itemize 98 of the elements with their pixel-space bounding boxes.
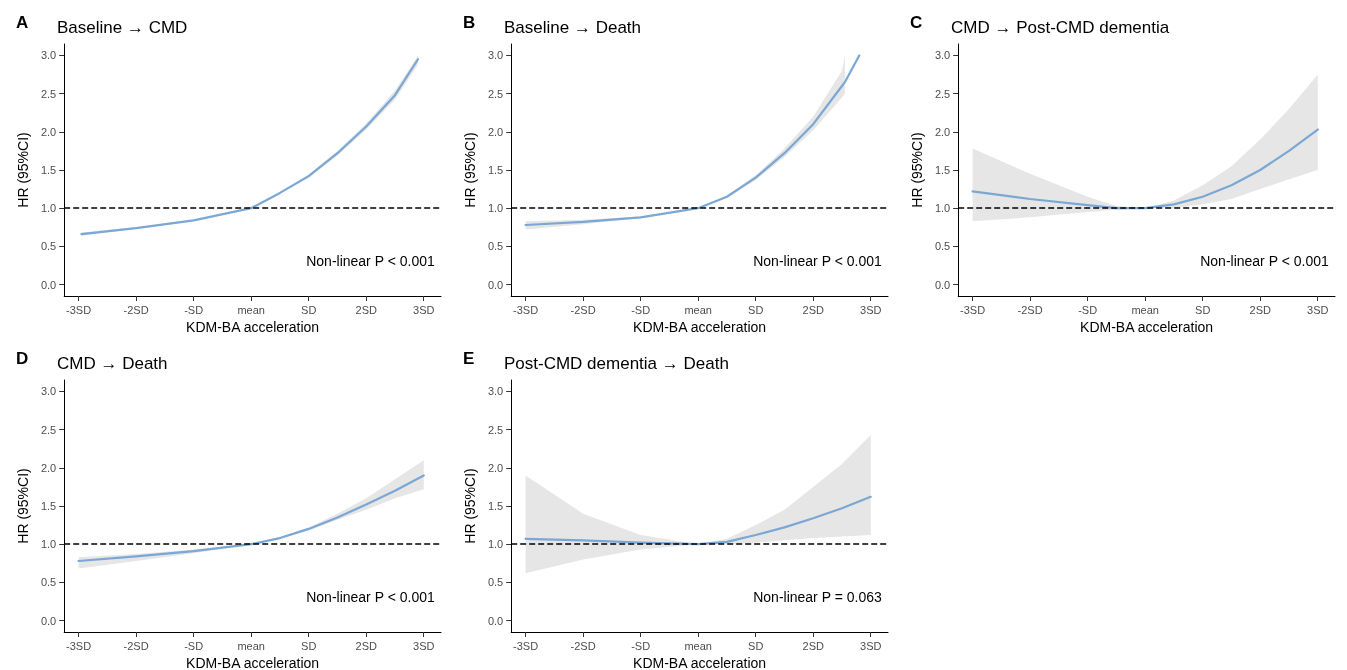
chart-title: CMD → Post-CMD dementia	[951, 18, 1170, 37]
line-series	[77, 474, 425, 563]
y-tick-label: 1.5	[487, 164, 504, 176]
x-tick-label: SD	[1195, 303, 1211, 316]
y-tick-label: 1.0	[40, 202, 57, 215]
x-tick-label: 3SD	[860, 303, 882, 316]
x-tick-label: mean	[237, 303, 265, 316]
x-axis-title: KDM-BA acceleration	[1080, 319, 1214, 335]
x-tick-label: 3SD	[413, 639, 435, 652]
x-tick-label: SD	[748, 303, 764, 316]
x-tick-label: -3SD	[513, 303, 539, 316]
y-tick-label: 1.5	[487, 500, 504, 512]
y-tick-label: 2.0	[934, 125, 951, 138]
y-tick-label: 1.0	[487, 202, 504, 215]
text: D	[16, 349, 29, 368]
y-tick-label: 1.5	[40, 500, 57, 512]
y-tick-label: 0.5	[40, 576, 57, 589]
line-series	[524, 495, 872, 546]
x-tick-label: 3SD	[413, 303, 435, 316]
y-tick-label: 1.0	[40, 538, 57, 551]
y-axis-title: HR (95%CI)	[462, 132, 478, 208]
x-tick-label: SD	[301, 639, 317, 652]
chart-title: CMD → Death	[57, 354, 168, 373]
y-tick-label: 3.0	[487, 49, 504, 62]
x-tick-label: -3SD	[66, 639, 92, 652]
y-tick-label: 0.0	[487, 278, 504, 291]
y-tick-label: 2.0	[487, 125, 504, 138]
text: B	[463, 13, 476, 32]
x-tick-label: 3SD	[1307, 303, 1329, 316]
x-tick-label: -2SD	[570, 639, 596, 652]
y-tick-label: 0.0	[40, 614, 57, 627]
x-tick-label: -3SD	[960, 303, 986, 316]
x-tick-label: 2SD	[802, 639, 824, 652]
y-tick-label: 1.5	[934, 164, 951, 176]
y-tick-label: 0.5	[40, 240, 57, 253]
y-tick-label: 3.0	[40, 385, 57, 398]
y-tick-label: 0.5	[487, 240, 504, 253]
x-tick-label: -3SD	[513, 639, 539, 652]
y-axis-title: HR (95%CI)	[15, 468, 31, 544]
y-tick-label: 0.0	[934, 278, 951, 291]
annotation: Non-linear P = 0.063	[753, 589, 882, 605]
x-tick-label: 2SD	[1249, 303, 1271, 316]
x-tick-label: SD	[301, 303, 317, 316]
x-tick-label: -SD	[631, 639, 651, 652]
x-tick-label: 2SD	[355, 639, 377, 652]
y-tick-label: 2.0	[487, 461, 504, 474]
x-tick-label: mean	[684, 303, 712, 316]
y-tick-label: 0.0	[487, 614, 504, 627]
y-tick-label: 2.5	[934, 87, 951, 100]
y-tick-label: 0.5	[934, 240, 951, 253]
y-tick-label: 3.0	[40, 49, 57, 62]
y-tick-label: 2.5	[40, 423, 57, 436]
x-axis-title: KDM-BA acceleration	[186, 655, 320, 670]
y-tick-label: 2.5	[487, 423, 504, 436]
x-tick-label: SD	[748, 639, 764, 652]
line-series	[971, 128, 1319, 210]
x-tick-label: 3SD	[860, 639, 882, 652]
y-tick-label: 0.5	[487, 576, 504, 589]
annotation: Non-linear P < 0.001	[306, 253, 435, 269]
annotation: Non-linear P < 0.001	[1200, 253, 1329, 269]
x-tick-label: -3SD	[66, 303, 92, 316]
y-tick-label: 3.0	[487, 385, 504, 398]
x-tick-label: mean	[684, 639, 712, 652]
y-tick-label: 1.0	[487, 538, 504, 551]
x-tick-label: -SD	[631, 303, 651, 316]
annotation: Non-linear P < 0.001	[753, 253, 882, 269]
x-tick-label: -SD	[184, 639, 204, 652]
x-tick-label: -2SD	[123, 639, 149, 652]
y-tick-label: 1.5	[40, 164, 57, 176]
x-tick-label: -2SD	[123, 303, 149, 316]
y-axis-title: HR (95%CI)	[15, 132, 31, 208]
y-tick-label: 2.5	[40, 87, 57, 100]
x-tick-label: mean	[1131, 303, 1159, 316]
y-axis-title: HR (95%CI)	[462, 468, 478, 544]
y-tick-label: 2.5	[487, 87, 504, 100]
x-tick-label: 2SD	[355, 303, 377, 316]
text: C	[910, 13, 923, 32]
x-tick-label: -2SD	[1017, 303, 1043, 316]
x-axis-title: KDM-BA acceleration	[633, 319, 767, 335]
x-axis-title: KDM-BA acceleration	[633, 655, 767, 670]
x-tick-label: mean	[237, 639, 265, 652]
y-tick-label: 2.0	[40, 461, 57, 474]
x-tick-label: -SD	[1078, 303, 1098, 316]
chart-title: Baseline → Death	[504, 18, 642, 37]
chart-title: Baseline → CMD	[57, 18, 188, 37]
x-tick-label: -SD	[184, 303, 204, 316]
x-tick-label: -2SD	[570, 303, 596, 316]
y-tick-label: 0.0	[40, 278, 57, 291]
x-axis-title: KDM-BA acceleration	[186, 319, 320, 335]
y-tick-label: 2.0	[40, 125, 57, 138]
text: A	[16, 13, 29, 32]
chart-title: Post-CMD dementia → Death	[504, 354, 729, 373]
annotation: Non-linear P < 0.001	[306, 589, 435, 605]
x-tick-label: 2SD	[802, 303, 824, 316]
y-tick-label: 1.0	[934, 202, 951, 215]
text: E	[463, 349, 475, 368]
y-axis-title: HR (95%CI)	[909, 132, 925, 208]
y-tick-label: 3.0	[934, 49, 951, 62]
